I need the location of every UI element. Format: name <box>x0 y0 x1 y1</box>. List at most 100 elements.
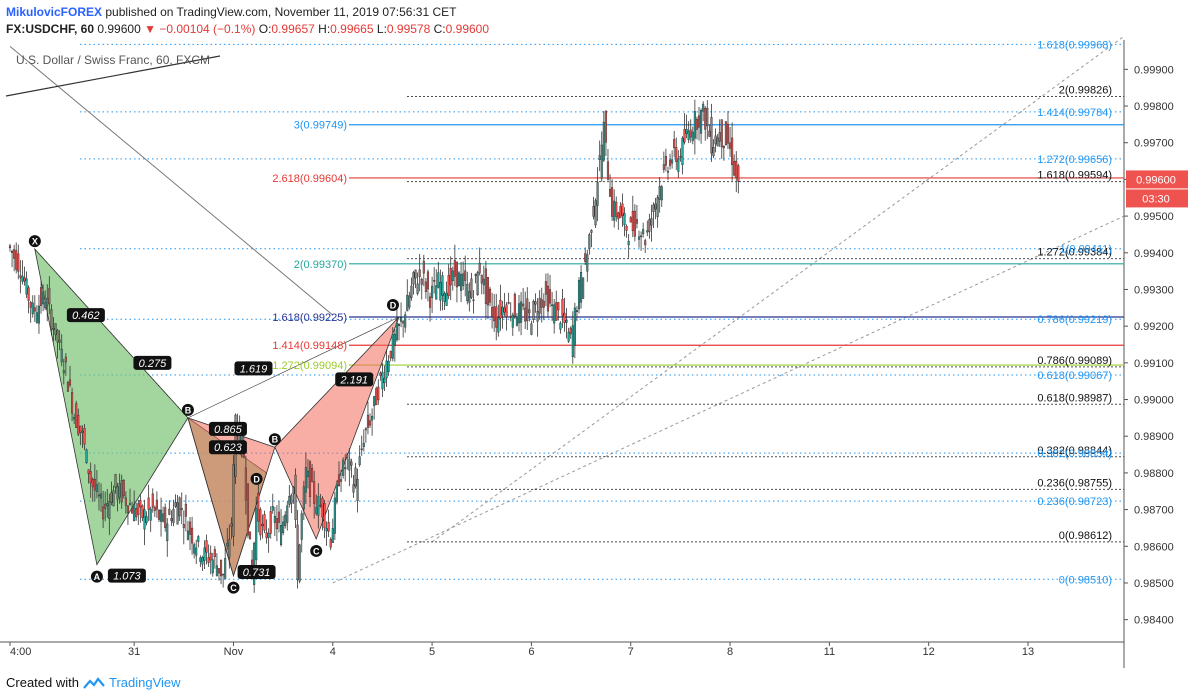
candle-body <box>50 309 53 330</box>
fib-blue-label: 1.272(0.99656) <box>1037 154 1112 166</box>
candle-body <box>569 327 572 335</box>
tradingview-brand[interactable]: TradingView <box>108 675 181 690</box>
candle-body <box>524 307 527 322</box>
candle-body <box>662 164 665 170</box>
candle-body <box>393 333 396 346</box>
candle-body <box>397 323 401 327</box>
last-price-tag <box>1126 170 1188 189</box>
candle-body <box>422 260 425 274</box>
candle-body <box>91 478 94 488</box>
point-b2-label: B <box>272 435 279 445</box>
candle-body <box>311 467 314 482</box>
candle-body <box>509 315 512 318</box>
candle-body <box>546 285 550 312</box>
trend-line-topleft <box>5 55 221 97</box>
candle-body <box>631 210 634 232</box>
candle-body <box>106 503 109 507</box>
candle-body <box>352 484 355 493</box>
candle-body <box>62 370 65 374</box>
candle-body <box>499 299 502 319</box>
candle-body <box>350 461 353 466</box>
candle-body <box>400 317 403 322</box>
header-line-1: MikulovicFOREX published on TradingView.… <box>6 5 456 19</box>
candle-body <box>594 200 597 226</box>
candle-body <box>33 307 36 312</box>
y-tick-label: 0.99800 <box>1134 101 1174 113</box>
created-with-text: Created with <box>6 675 79 690</box>
candle-body <box>621 203 624 216</box>
candle-body <box>731 137 734 166</box>
candle-body <box>532 300 535 320</box>
candle-body <box>708 130 711 137</box>
candle-body <box>588 234 591 250</box>
candle-body <box>325 528 328 532</box>
point-d-label: D <box>253 474 260 484</box>
fib-solid-label: 1.272(0.99094) <box>272 360 347 372</box>
candle-body <box>437 272 440 288</box>
x-tick-label: 11 <box>824 646 835 658</box>
y-tick-label: 0.98500 <box>1134 578 1174 590</box>
y-tick-label: 0.98600 <box>1134 541 1174 553</box>
candle-body <box>85 449 88 463</box>
fib-black-label: 0(0.98612) <box>1059 530 1112 542</box>
candle-body <box>385 360 388 379</box>
candle-body <box>257 492 260 522</box>
candle-body <box>288 496 291 505</box>
candle-body <box>75 403 78 428</box>
y-tick-label: 0.99200 <box>1134 321 1174 333</box>
candle-body <box>728 142 732 149</box>
point-c-label: C <box>230 583 237 593</box>
candle-body <box>135 507 138 518</box>
candle-body <box>654 203 657 210</box>
candle-body <box>368 420 372 426</box>
candle-body <box>513 293 516 317</box>
candle-body <box>455 261 458 288</box>
candle-body <box>629 217 632 223</box>
candle-body <box>141 505 144 518</box>
candle-body <box>89 471 92 484</box>
candle-body <box>147 497 150 510</box>
candle-body <box>222 573 225 576</box>
candle-body <box>408 295 411 308</box>
candle-body <box>702 103 705 112</box>
candle-body <box>668 159 672 166</box>
candle-body <box>470 278 473 298</box>
candle-body <box>164 507 167 528</box>
candle-body <box>441 275 444 296</box>
candle-body <box>230 523 233 527</box>
candle-body <box>600 144 603 179</box>
low-label: L: <box>376 22 387 36</box>
candle-body <box>488 288 492 303</box>
chart-frame <box>0 40 1125 668</box>
close-value: 0.99600 <box>445 22 490 36</box>
candle-body <box>263 514 266 531</box>
candle-body <box>706 107 709 127</box>
candle-body <box>493 306 496 322</box>
open-label: O: <box>258 22 272 36</box>
candle-body <box>387 360 390 372</box>
candle-body <box>191 527 194 544</box>
high-value: 0.99665 <box>330 22 374 36</box>
candle-body <box>693 111 696 139</box>
fib-black-label: 0.236(0.98755) <box>1037 477 1112 489</box>
point-b-label-marker <box>181 403 194 416</box>
fib-black-label: 1.272(0.99384) <box>1037 247 1112 259</box>
candle-body <box>261 523 264 527</box>
candle-body <box>77 414 80 435</box>
candle-body <box>714 135 717 145</box>
author-name[interactable]: MikulovicFOREX <box>6 5 103 19</box>
candle-body <box>640 235 643 238</box>
candle-body <box>520 301 523 323</box>
candle-body <box>83 428 86 445</box>
candle-body <box>449 267 452 286</box>
candle-body <box>317 496 320 516</box>
candle-body <box>255 507 258 561</box>
candle-body <box>575 310 578 312</box>
candle-body <box>712 147 715 157</box>
candle-body <box>97 494 101 497</box>
candle-body <box>602 121 605 161</box>
candle-body <box>108 501 111 519</box>
fib-solid-label: 3(0.99749) <box>294 120 347 132</box>
point-d-label-marker <box>250 472 263 485</box>
